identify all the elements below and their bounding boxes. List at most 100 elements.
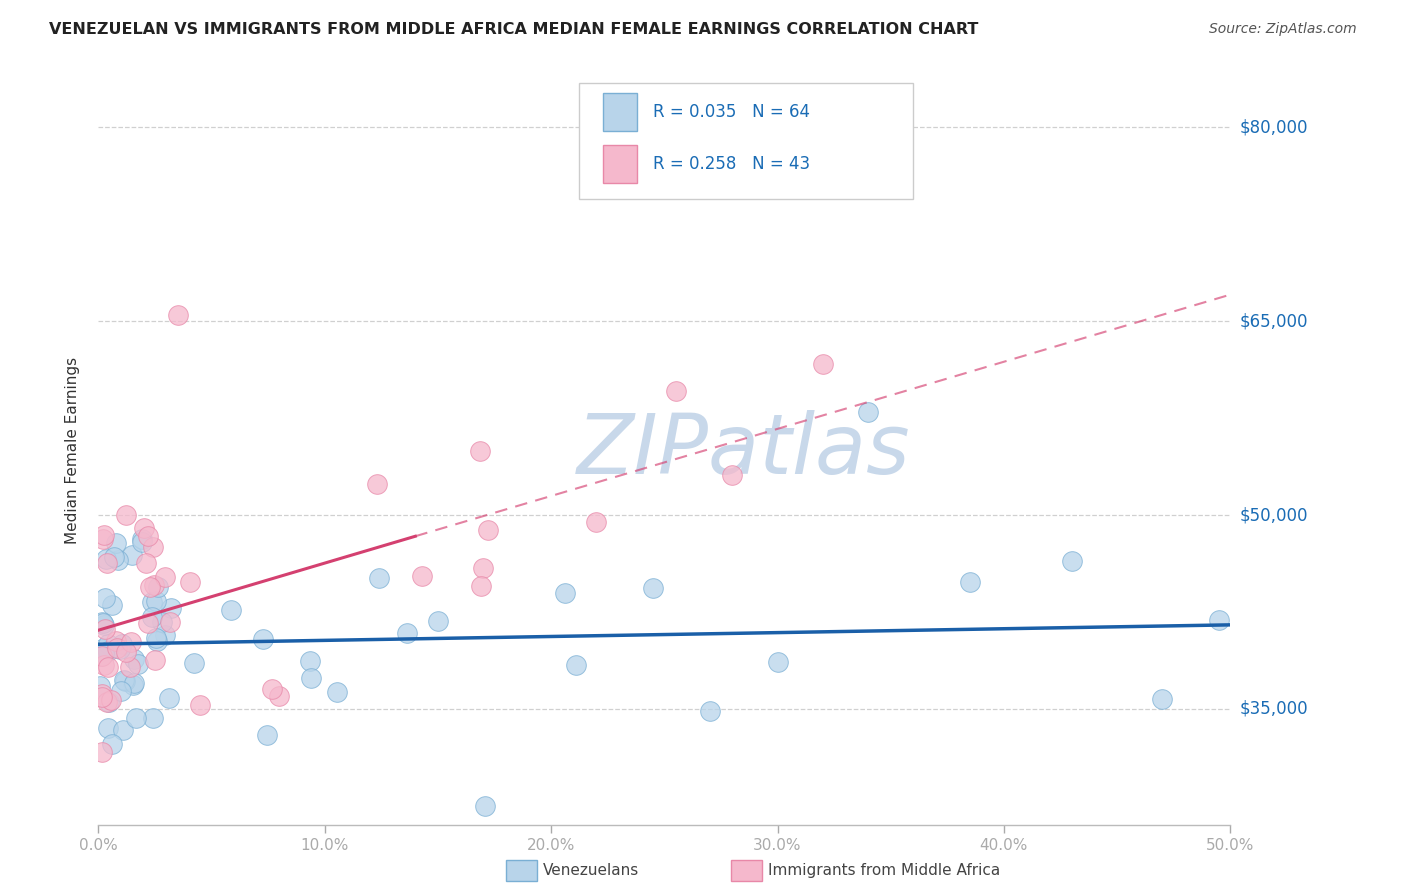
Point: [159, 615, 181, 629]
Point: [155, 628, 177, 642]
Point: [585, 515, 607, 529]
Text: $65,000: $65,000: [1240, 312, 1309, 330]
Point: [143, 578, 166, 592]
Point: [959, 574, 981, 589]
Point: [94, 552, 117, 566]
Point: [131, 534, 153, 549]
Point: [179, 574, 201, 589]
Point: [108, 641, 131, 656]
Point: [138, 616, 160, 631]
Point: [121, 548, 143, 562]
Point: [91, 616, 114, 631]
Point: [97, 695, 120, 709]
Point: [100, 737, 122, 751]
Point: [141, 610, 163, 624]
Point: [721, 467, 744, 482]
Point: [699, 704, 721, 718]
Point: [554, 586, 576, 600]
Text: $50,000: $50,000: [1240, 506, 1309, 524]
Point: [298, 654, 321, 668]
Point: [122, 675, 145, 690]
Point: [139, 580, 162, 594]
Point: [366, 476, 388, 491]
Point: [103, 550, 125, 565]
Point: [100, 693, 122, 707]
Point: [90, 648, 112, 663]
Point: [90, 649, 112, 664]
Point: [474, 798, 496, 813]
Point: [111, 637, 134, 651]
Point: [299, 671, 322, 685]
Point: [141, 594, 163, 608]
Point: [565, 658, 588, 673]
Point: [93, 527, 115, 541]
Point: [142, 540, 165, 554]
Point: [112, 673, 135, 688]
Point: [97, 644, 120, 658]
Point: [1208, 613, 1230, 627]
Point: [93, 618, 115, 632]
Point: [166, 308, 188, 322]
Point: [93, 658, 115, 673]
Y-axis label: Median Female Earnings: Median Female Earnings: [65, 357, 80, 544]
Point: [145, 593, 167, 607]
Point: [468, 444, 491, 458]
Point: [91, 690, 114, 704]
Point: [148, 580, 170, 594]
Text: R = 0.258   N = 43: R = 0.258 N = 43: [652, 155, 810, 173]
Point: [91, 745, 114, 759]
Point: [121, 678, 143, 692]
Text: ZIPatlas: ZIPatlas: [576, 410, 910, 491]
Point: [326, 685, 349, 699]
Point: [142, 711, 165, 725]
Point: [96, 556, 118, 570]
Point: [114, 673, 136, 688]
Point: [811, 357, 834, 371]
Point: [665, 384, 688, 398]
Point: [118, 660, 141, 674]
Point: [150, 615, 173, 629]
Point: [411, 569, 433, 583]
Point: [131, 533, 153, 547]
FancyBboxPatch shape: [579, 83, 914, 200]
Point: [132, 521, 155, 535]
Point: [153, 570, 176, 584]
Point: [260, 681, 283, 696]
Point: [105, 536, 128, 550]
Point: [856, 405, 879, 419]
Point: [641, 581, 664, 595]
Point: [477, 523, 499, 537]
Point: [91, 532, 114, 546]
Point: [122, 651, 145, 665]
Point: [256, 728, 278, 742]
Point: [91, 641, 114, 656]
Text: R = 0.035   N = 64: R = 0.035 N = 64: [652, 103, 810, 120]
Point: [89, 679, 111, 693]
Point: [146, 634, 169, 648]
Point: [101, 599, 124, 613]
Point: [183, 656, 205, 670]
Point: [120, 635, 142, 649]
Point: [427, 614, 450, 628]
Point: [252, 632, 274, 647]
Point: [470, 579, 492, 593]
Point: [110, 684, 132, 698]
Point: [112, 723, 135, 737]
Point: [107, 552, 129, 566]
Point: [115, 645, 138, 659]
Bar: [603, 93, 637, 130]
Point: [267, 690, 290, 704]
Point: [90, 687, 112, 701]
Point: [188, 698, 211, 712]
Point: [93, 646, 115, 660]
Point: [1152, 691, 1174, 706]
Point: [104, 633, 127, 648]
Point: [127, 657, 149, 671]
Point: [367, 571, 389, 585]
Point: [395, 626, 418, 640]
Point: [94, 591, 117, 606]
Text: $80,000: $80,000: [1240, 119, 1309, 136]
Text: Venezuelans: Venezuelans: [543, 863, 638, 878]
Point: [105, 640, 128, 655]
Text: Source: ZipAtlas.com: Source: ZipAtlas.com: [1209, 22, 1357, 37]
